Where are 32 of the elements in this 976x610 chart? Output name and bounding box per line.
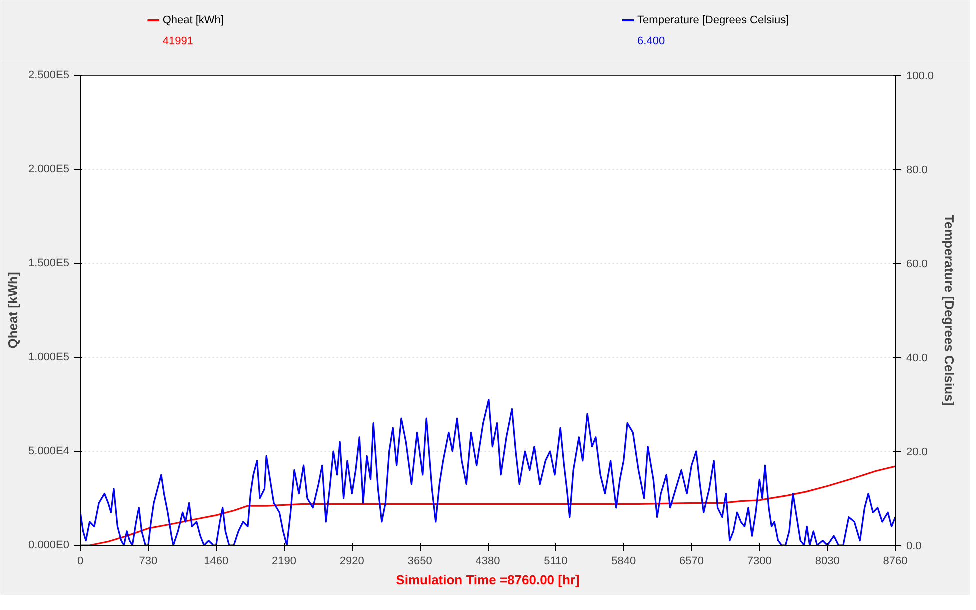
y-axis-title: Qheat [kWh] — [6, 272, 21, 349]
x-tick-label: 0 — [77, 556, 84, 568]
text: 6.400 — [638, 36, 666, 48]
text: 41991 — [162, 36, 194, 48]
y2-tick-label: 60.0 — [906, 258, 928, 270]
y2-tick-label: 0.0 — [906, 540, 922, 552]
x-tick-label: 2920 — [340, 556, 364, 568]
y-tick-label: 1.500E5 — [28, 258, 70, 270]
x-tick-label: 1460 — [204, 556, 229, 568]
x-tick-label: 2190 — [272, 556, 296, 568]
y-tick-label: 1.000E5 — [28, 352, 70, 364]
x-tick-label: 8030 — [815, 556, 840, 568]
y-tick-label: 2.500E5 — [28, 70, 70, 82]
x-axis-title: Simulation Time =8760.00 [hr] — [396, 572, 580, 588]
x-tick-label: 730 — [139, 556, 158, 568]
legend-label: Qheat [kWh] — [162, 14, 224, 26]
y2-axis-title: Temperature [Degrees Celsius] — [942, 214, 958, 406]
x-tick-label: 7300 — [747, 556, 772, 568]
x-tick-label: 8760 — [883, 556, 908, 568]
y-tick-label: 5.000E4 — [28, 446, 70, 458]
y2-tick-label: 20.0 — [906, 446, 928, 458]
x-tick-label: 4380 — [476, 556, 500, 568]
y2-tick-label: 80.0 — [906, 164, 928, 176]
y2-tick-label: 100.0 — [906, 70, 934, 82]
x-tick-label: 5110 — [544, 556, 568, 568]
y-tick-label: 0.000E0 — [28, 540, 70, 552]
y2-tick-label: 40.0 — [906, 352, 928, 364]
x-tick-label: 6570 — [680, 556, 704, 568]
x-tick-label: 3650 — [408, 556, 432, 568]
y-tick-label: 2.000E5 — [28, 164, 70, 176]
x-tick-label: 5840 — [612, 556, 636, 568]
legend-label: Temperature [Degrees Celsius] — [638, 14, 790, 26]
